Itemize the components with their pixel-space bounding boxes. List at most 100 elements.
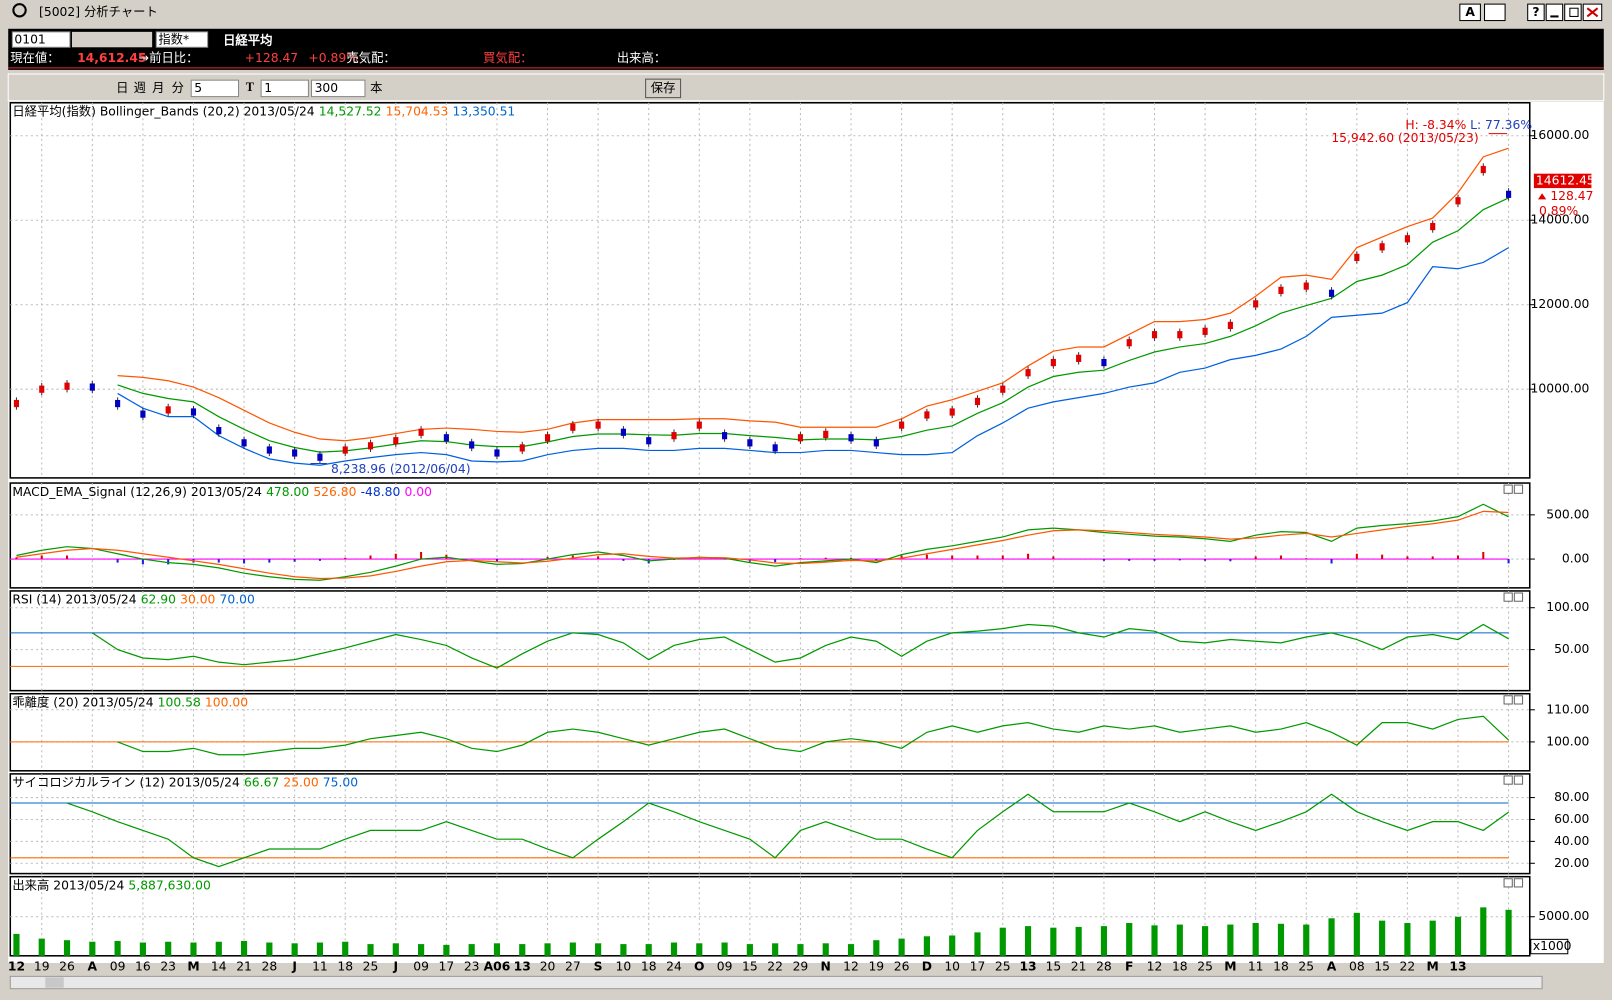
y-tick-label: 10000.00 <box>1531 382 1590 396</box>
step-value[interactable]: 1 <box>264 81 272 95</box>
y-tick-label: 0.00 <box>1562 552 1590 566</box>
x-tick-label: 21 <box>1071 960 1087 974</box>
candle <box>469 441 475 449</box>
btn-help-label[interactable]: ? <box>1532 5 1539 19</box>
bar <box>139 942 146 956</box>
bar <box>1254 556 1257 560</box>
ask-label: 売気配： <box>346 50 395 65</box>
header-value: 0.00 <box>404 485 432 499</box>
bar <box>670 942 678 956</box>
bar <box>797 944 804 956</box>
header-value: 5,887,630.00 <box>128 878 211 892</box>
candle <box>1202 327 1208 335</box>
bar <box>1227 924 1234 956</box>
bar <box>1456 555 1460 560</box>
panel-title: 乖離度 (20) 2013/05/24 <box>12 694 153 709</box>
count-value[interactable]: 300 <box>315 81 339 95</box>
bar <box>316 942 324 956</box>
candle <box>115 399 121 408</box>
x-tick-label: 14 <box>211 960 227 974</box>
x-tick-label: 23 <box>464 960 480 974</box>
btn-restore[interactable] <box>1564 3 1582 22</box>
change-pct: +0.89% <box>308 51 358 65</box>
y-tick-label: 110.00 <box>1546 702 1589 716</box>
candle <box>671 432 677 440</box>
period-minute[interactable]: 分 <box>172 81 184 95</box>
panel-close-btn <box>1513 775 1524 785</box>
bar <box>799 558 802 560</box>
bar <box>873 940 880 956</box>
info-tools[interactable] <box>71 31 153 48</box>
code-input[interactable] <box>11 31 71 48</box>
bar <box>1229 559 1232 562</box>
scrollbar[interactable] <box>9 975 1543 990</box>
bar <box>66 555 69 560</box>
bar <box>546 556 549 560</box>
bar <box>190 942 197 956</box>
candle <box>595 421 601 429</box>
bar <box>721 942 728 956</box>
candle <box>1101 358 1107 367</box>
btn-copy[interactable] <box>1484 3 1506 22</box>
header-value: 14,527.52 <box>319 105 382 119</box>
period-month[interactable]: 月 <box>152 81 164 95</box>
x-tick-label: D <box>922 960 932 974</box>
candle <box>570 423 576 431</box>
candle <box>1506 190 1512 198</box>
bar <box>1277 923 1285 956</box>
x-tick-label: M <box>187 960 199 974</box>
header-value: 526.80 <box>313 485 356 499</box>
index-select[interactable] <box>155 31 209 48</box>
x-tick-label: 23 <box>160 960 176 974</box>
bar <box>1100 926 1108 956</box>
minutes-value[interactable]: 5 <box>194 81 202 95</box>
header-value: -48.80 <box>361 485 401 499</box>
candle <box>39 385 45 393</box>
bar <box>1001 555 1004 560</box>
candle <box>1253 300 1259 308</box>
btn-help[interactable] <box>1527 3 1545 22</box>
panel-min-btn <box>1503 775 1513 785</box>
btn-a-label[interactable]: A <box>1465 5 1475 19</box>
panel-frame <box>9 102 1531 479</box>
scroll-thumb[interactable] <box>45 977 64 988</box>
app-icon <box>12 3 27 18</box>
bar <box>1075 926 1082 956</box>
y-tick-label: 500.00 <box>1546 507 1589 521</box>
code-value[interactable]: 0101 <box>14 33 45 47</box>
candle <box>924 411 930 419</box>
btn-a[interactable] <box>1459 3 1481 22</box>
header-value: 70.00 <box>220 593 255 607</box>
annotation: 8,238.96 (2012/06/04) <box>331 462 471 476</box>
bar <box>620 944 627 956</box>
step-select[interactable] <box>260 79 309 98</box>
index-select-value[interactable]: 指数* <box>158 32 189 47</box>
bar <box>243 559 246 564</box>
x-tick-label: 10 <box>616 960 632 974</box>
bar <box>822 943 829 956</box>
x-tick-label: 22 <box>1400 960 1416 974</box>
save-label[interactable]: 保存 <box>651 81 676 95</box>
candle <box>1000 385 1006 393</box>
up-arrow <box>1537 193 1547 200</box>
minutes-select[interactable] <box>190 79 240 98</box>
bar <box>293 559 296 562</box>
x-tick-label: 11 <box>312 960 328 974</box>
series-line <box>91 623 1509 669</box>
period-week[interactable]: 週 <box>134 81 146 95</box>
t-button[interactable]: T <box>246 80 255 94</box>
btn-min[interactable] <box>1545 3 1564 22</box>
count-select[interactable] <box>310 79 366 98</box>
x-tick-label: 12 <box>1147 960 1163 974</box>
instrument-name: 日経平均 <box>223 33 272 48</box>
series-line <box>117 147 1509 442</box>
x-tick-label: M <box>1427 960 1439 974</box>
window-title: [5002] 分析チャート <box>39 5 158 19</box>
header-value: 100.58 <box>158 695 201 709</box>
save-button[interactable] <box>645 78 682 99</box>
x-tick-label: 09 <box>717 960 733 974</box>
annotation: 15,942.60 (2013/05/23) <box>1331 131 1478 145</box>
candle <box>367 442 374 450</box>
period-day[interactable]: 日 <box>116 81 128 95</box>
